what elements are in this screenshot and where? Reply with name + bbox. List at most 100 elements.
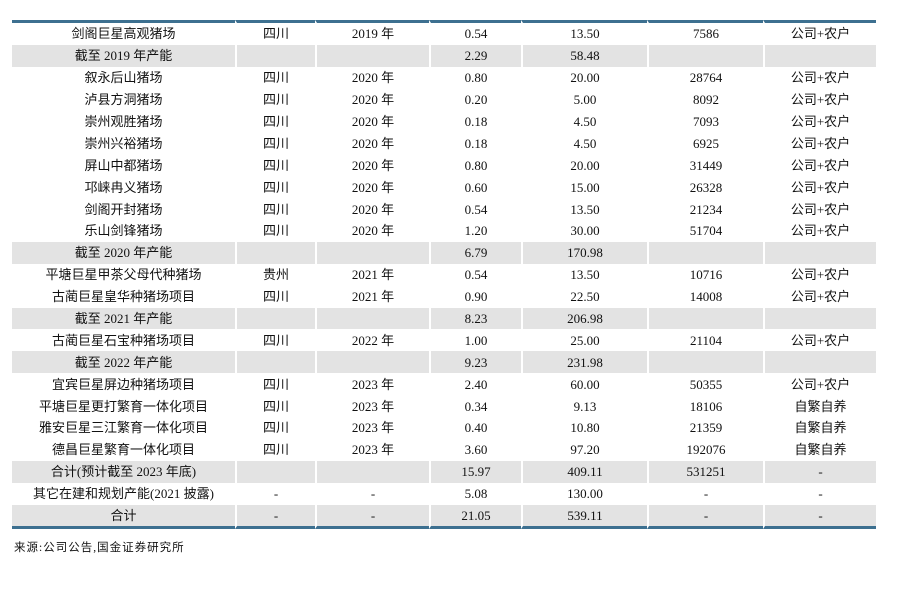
cell-farm-name: 邛崃冉义猪场 [84, 179, 163, 195]
cell-province: 贵州 [235, 263, 315, 286]
summary-row: 合计(预计截至 2023 年底) 15.97 409.11 531251- [12, 460, 876, 483]
cell-year: 2023 年 [315, 395, 429, 418]
cell-mode: - [763, 460, 876, 483]
cell-value3 [647, 241, 763, 264]
cell-mode: 自繁自养 [763, 417, 876, 439]
cell-mode: 自繁自养 [763, 395, 876, 418]
cell-value2: 170.98 [521, 241, 647, 264]
cell-value2: 25.00 [521, 329, 647, 352]
cell-value2: 20.00 [521, 154, 647, 177]
cell-farm-name: 泸县方洞猪场 [84, 92, 163, 108]
cell-mode: 公司+农户 [763, 88, 876, 111]
cell-farm-name: 屏山中都猪场 [84, 157, 163, 173]
cell-year: 2020 年 [315, 66, 429, 89]
cell-mode: 公司+农户 [763, 66, 876, 89]
cell-year [315, 241, 429, 264]
table-row: 崇州观胜猪场 四川 2020 年 0.18 4.50 7093 公司+农户 [12, 110, 876, 133]
table-row: 剑阁巨星高观猪场 四川 2019 年 0.54 13.50 7586 公司+农户 [12, 20, 876, 45]
cell-mode: - [763, 504, 876, 530]
cell-mode [763, 241, 876, 264]
cell-mode: 公司+农户 [763, 263, 876, 286]
cell-farm-name: 乐山剑锋猪场 [84, 223, 163, 239]
cell-province: 四川 [235, 132, 315, 155]
cell-value2: 13.50 [521, 20, 647, 45]
cell-value1: 0.54 [429, 198, 521, 221]
cell-value3: 51704 [647, 220, 763, 242]
cell-value1: 9.23 [429, 351, 521, 374]
cell-year: 2022 年 [315, 329, 429, 352]
cell-year [315, 44, 429, 67]
cell-value3: 21359 [647, 417, 763, 439]
cell-province: 四川 [235, 20, 315, 45]
cell-value3: 531251 [647, 460, 763, 483]
cell-mode: 公司+农户 [763, 176, 876, 199]
cell-farm-name: 叙永后山猪场 [84, 70, 163, 86]
cell-value3: 7586 [647, 20, 763, 45]
cell-mode: 公司+农户 [763, 329, 876, 352]
cell-year: 2023 年 [315, 373, 429, 396]
report-page: 剑阁巨星高观猪场 四川 2019 年 0.54 13.50 7586 公司+农户 截至 201… [0, 20, 899, 593]
cell-value1: 0.54 [429, 20, 521, 45]
cell-value1: 2.29 [429, 44, 521, 67]
table-row: 崇州兴裕猪场 四川 2020 年 0.18 4.50 6925 公司+农户 [12, 132, 876, 155]
cell-farm-name: 剑阁巨星高观猪场 [12, 20, 235, 45]
cell-province: 四川 [235, 373, 315, 396]
cell-value2: 97.20 [521, 438, 647, 461]
cell-province: 四川 [235, 154, 315, 177]
cell-farm-name: 平塘巨星甲茶父母代种猪场 [45, 267, 202, 283]
cell-year: 2019 年 [315, 20, 429, 45]
cell-farm-name: 古蔺巨星皇华种猪场项目 [51, 289, 195, 305]
cell-province [235, 351, 315, 374]
cell-value2: 5.00 [521, 88, 647, 111]
cell-value2: 4.50 [521, 132, 647, 155]
cell-province: 四川 [235, 395, 315, 418]
cell-province [235, 460, 315, 483]
cell-year: 2020 年 [315, 154, 429, 177]
cell-province: 四川 [235, 329, 315, 352]
cell-province: - [235, 482, 315, 505]
cell-year [315, 351, 429, 374]
table-row: 邛崃冉义猪场 四川 2020 年 0.60 15.00 26328 公司+农户 [12, 176, 876, 199]
table-row: 古蔺巨星石宝种猪场项目 四川 2022 年 1.00 25.00 21104 公司+农户 [12, 329, 876, 352]
summary-row: 截至 2020 年产能 6.79 170.98 [12, 241, 876, 264]
cell-value1: 1.00 [429, 329, 521, 352]
cell-value1: 0.90 [429, 285, 521, 308]
cell-year: 2023 年 [315, 438, 429, 461]
cell-value3: 18106 [647, 395, 763, 418]
cell-value2: 539.11 [521, 504, 647, 530]
cell-value1: 0.18 [429, 110, 521, 133]
table-row: 古蔺巨星皇华种猪场项目 四川 2021 年 0.90 22.50 14008 公司+农户 [12, 285, 876, 308]
cell-farm-name: 宜宾巨星屏边种猪场项目 [51, 376, 195, 392]
cell-value3: 21234 [647, 198, 763, 221]
cell-mode: 公司+农户 [763, 154, 876, 177]
table-row: 叙永后山猪场 四川 2020 年 0.80 20.00 28764 公司+农户 [12, 66, 876, 89]
cell-value2: 10.80 [521, 417, 647, 439]
cell-value3: 21104 [647, 329, 763, 352]
table-row: 剑阁开封猪场 四川 2020 年 0.54 13.50 21234 公司+农户 [12, 198, 876, 221]
cell-value1: 0.18 [429, 132, 521, 155]
cell-mode: 公司+农户 [763, 220, 876, 242]
cell-value3: 8092 [647, 88, 763, 111]
cell-value2: 130.00 [521, 482, 647, 505]
cell-value2: 9.13 [521, 395, 647, 418]
cell-value2: 60.00 [521, 373, 647, 396]
cell-value1: 0.34 [429, 395, 521, 418]
cell-year: 2021 年 [315, 263, 429, 286]
cell-value3: 14008 [647, 285, 763, 308]
cell-mode: 自繁自养 [763, 438, 876, 461]
capacity-table-body: 剑阁巨星高观猪场 四川 2019 年 0.54 13.50 7586 公司+农户 截至 201… [12, 20, 876, 530]
cell-province: 四川 [235, 220, 315, 242]
cell-province: 四川 [235, 438, 315, 461]
cell-value2: 22.50 [521, 285, 647, 308]
cell-value3: 10716 [647, 263, 763, 286]
cell-province: 四川 [235, 66, 315, 89]
cell-farm-name: 合计(预计截至 2023 年底) [12, 460, 235, 483]
cell-value2: 409.11 [521, 460, 647, 483]
cell-farm-name: 截至 2021 年产能 [12, 307, 235, 330]
capacity-table: 剑阁巨星高观猪场 四川 2019 年 0.54 13.50 7586 公司+农户 截至 201… [12, 20, 876, 530]
cell-value1: 0.80 [429, 66, 521, 89]
cell-year: 2020 年 [315, 88, 429, 111]
cell-mode: 公司+农户 [763, 20, 876, 45]
cell-mode: 公司+农户 [763, 132, 876, 155]
table-row: 泸县方洞猪场 四川 2020 年 0.20 5.00 8092 公司+农户 [12, 88, 876, 111]
